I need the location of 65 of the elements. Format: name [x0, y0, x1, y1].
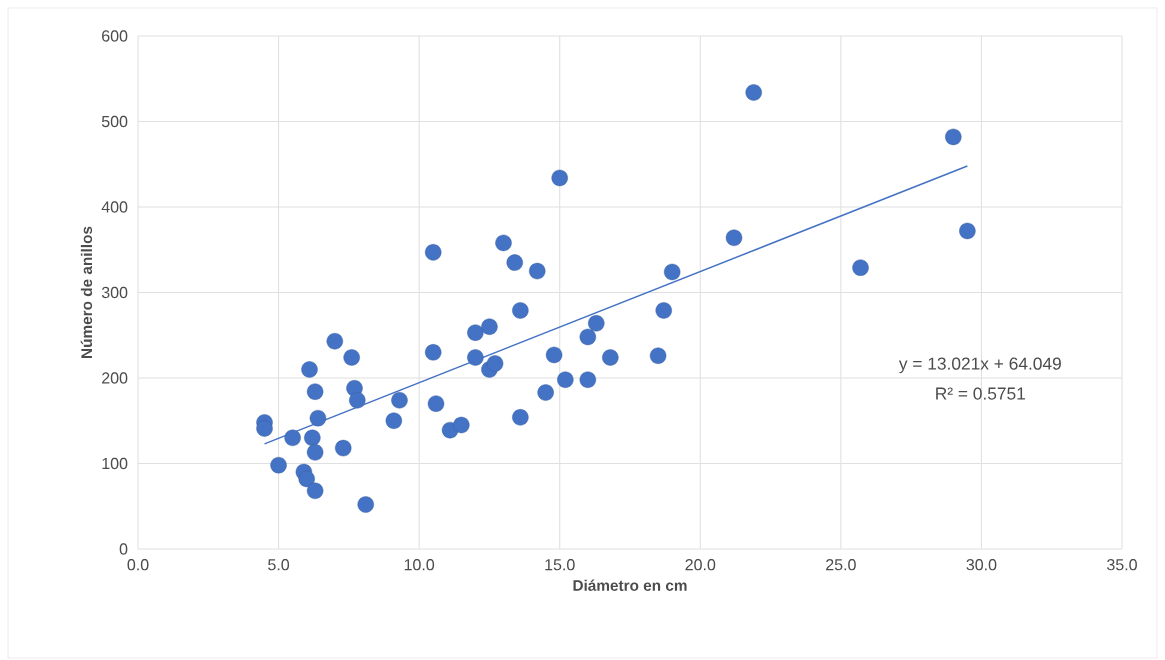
point [545, 346, 563, 364]
x-tick-label: 20.0 [685, 559, 716, 571]
point [579, 328, 597, 346]
x-axis-title: Diámetro en cm [573, 579, 687, 591]
point [425, 344, 442, 361]
point [512, 302, 529, 319]
point [301, 361, 318, 378]
x-tick-label: 35.0 [1107, 559, 1137, 571]
point [349, 392, 366, 409]
x-tick-label: 25.0 [826, 559, 856, 571]
point [852, 259, 869, 276]
y-tick-label: 600 [102, 30, 128, 42]
point [557, 371, 574, 388]
point [481, 318, 498, 335]
annotation: R² = 0.5751 [936, 387, 1025, 400]
point [425, 244, 442, 261]
point [306, 482, 324, 500]
point [335, 439, 352, 457]
point [256, 420, 273, 437]
point [306, 383, 324, 400]
x-tick-label: 10.0 [404, 559, 435, 571]
point [588, 315, 605, 332]
point [467, 349, 484, 366]
x-tick-label: 5.0 [268, 559, 290, 571]
point [663, 263, 681, 281]
point [326, 333, 343, 350]
point [602, 349, 619, 366]
y-tick-label: 400 [101, 201, 128, 213]
x-tick-label: 30.0 [966, 559, 997, 571]
point [579, 371, 597, 388]
y-tick-label: 200 [102, 372, 128, 384]
y-tick-label: 500 [101, 115, 128, 128]
point [453, 416, 470, 434]
point [391, 392, 408, 409]
x-tick-label: 0.0 [127, 559, 149, 571]
point [725, 229, 743, 246]
y-tick-label: 300 [101, 286, 128, 299]
point [467, 324, 484, 341]
x-tick-label: 15.0 [545, 559, 575, 571]
point [745, 84, 762, 101]
point [537, 384, 554, 401]
point [284, 429, 301, 447]
point [945, 128, 962, 146]
point [512, 409, 529, 426]
point [385, 412, 403, 429]
y-axis-title: Número de anillos [80, 226, 93, 358]
point [486, 355, 504, 372]
annotation: y = 13.021x + 64.049 [898, 357, 1061, 374]
point [529, 262, 546, 280]
point [306, 444, 324, 461]
point [357, 496, 374, 513]
point [298, 470, 315, 488]
y-tick-label: 0 [119, 543, 128, 555]
y-tick-label: 100 [102, 457, 128, 470]
point [304, 429, 321, 447]
point [649, 347, 667, 364]
point [270, 457, 287, 474]
point [309, 409, 327, 427]
point [343, 349, 360, 366]
point [495, 234, 512, 252]
point [506, 254, 523, 271]
point [959, 222, 976, 240]
point [551, 169, 568, 187]
point [427, 395, 445, 412]
point [655, 302, 672, 319]
